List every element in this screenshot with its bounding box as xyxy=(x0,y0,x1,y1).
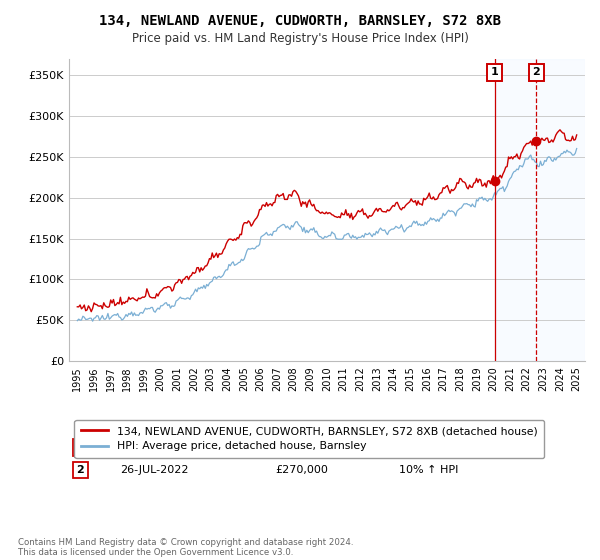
Text: Contains HM Land Registry data © Crown copyright and database right 2024.
This d: Contains HM Land Registry data © Crown c… xyxy=(18,538,353,557)
Text: £270,000: £270,000 xyxy=(275,465,328,475)
Text: 26-JUL-2022: 26-JUL-2022 xyxy=(121,465,189,475)
Text: 31-JAN-2020: 31-JAN-2020 xyxy=(121,442,190,452)
Text: Price paid vs. HM Land Registry's House Price Index (HPI): Price paid vs. HM Land Registry's House … xyxy=(131,32,469,45)
Text: 1: 1 xyxy=(491,67,499,77)
Text: £219,995: £219,995 xyxy=(275,442,329,452)
Text: 10% ↑ HPI: 10% ↑ HPI xyxy=(399,465,458,475)
Text: 134, NEWLAND AVENUE, CUDWORTH, BARNSLEY, S72 8XB: 134, NEWLAND AVENUE, CUDWORTH, BARNSLEY,… xyxy=(99,14,501,28)
Bar xyxy=(495,59,585,361)
Text: 12% ↑ HPI: 12% ↑ HPI xyxy=(399,442,459,452)
Text: 2: 2 xyxy=(76,465,84,475)
Text: 2: 2 xyxy=(532,67,540,77)
Text: 1: 1 xyxy=(76,442,84,452)
Legend: 134, NEWLAND AVENUE, CUDWORTH, BARNSLEY, S72 8XB (detached house), HPI: Average : 134, NEWLAND AVENUE, CUDWORTH, BARNSLEY,… xyxy=(74,419,544,458)
